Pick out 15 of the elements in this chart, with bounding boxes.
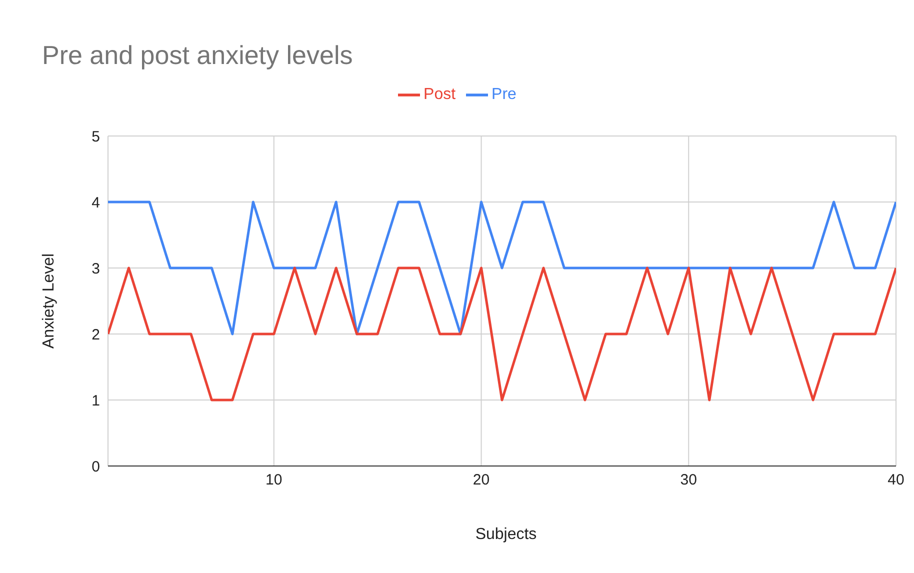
chart-title: Pre and post anxiety levels xyxy=(42,40,353,71)
y-tick-label: 0 xyxy=(92,458,100,476)
x-tick-label: 20 xyxy=(472,472,490,489)
legend-label: Pre xyxy=(492,86,516,104)
y-axis-title: Anxiety Level xyxy=(40,253,58,349)
y-tick-label: 3 xyxy=(92,260,100,278)
y-tick-label: 1 xyxy=(92,392,100,410)
x-tick-label: 40 xyxy=(888,472,904,489)
legend-label: Post xyxy=(424,86,456,104)
x-axis-title: Subjects xyxy=(474,526,538,544)
y-tick-label: 5 xyxy=(92,128,100,146)
x-tick-label: 10 xyxy=(266,472,282,489)
y-tick-label: 4 xyxy=(92,194,100,212)
x-tick-label: 30 xyxy=(680,472,697,489)
y-tick-label: 2 xyxy=(92,326,100,344)
